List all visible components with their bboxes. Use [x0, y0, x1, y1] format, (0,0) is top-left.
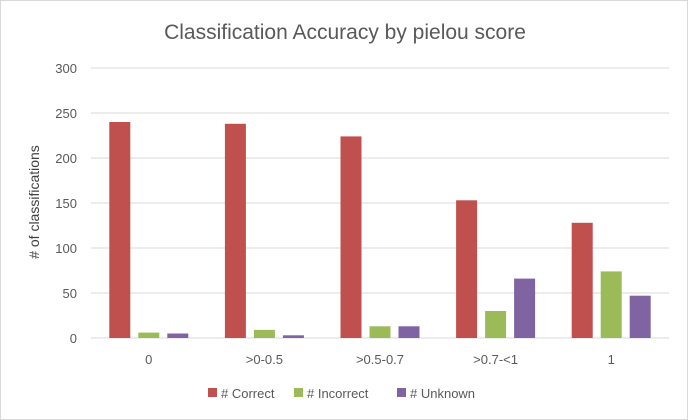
bar	[224, 123, 246, 338]
bar	[485, 311, 507, 338]
legend-swatch	[294, 388, 303, 397]
gridlines	[91, 67, 669, 339]
bar	[629, 295, 651, 338]
legend-label: # Unknown	[410, 386, 475, 401]
legend-label: # Incorrect	[307, 386, 369, 401]
y-tick-label: 300	[55, 61, 77, 76]
legend-swatch	[397, 388, 406, 397]
y-tick-label: 250	[55, 106, 77, 121]
x-tick-label: >0-0.5	[246, 352, 283, 367]
bar	[514, 278, 536, 338]
bar	[340, 136, 362, 338]
y-axis-ticks: 0 50 100 150 200 250 300	[55, 61, 77, 346]
bar	[456, 200, 478, 338]
bar	[253, 329, 275, 338]
y-tick-label: 200	[55, 151, 77, 166]
bar	[571, 222, 593, 338]
y-tick-label: 150	[55, 196, 77, 211]
y-tick-label: 50	[63, 286, 77, 301]
legend: # Correct # Incorrect # Unknown	[208, 386, 475, 401]
bars	[109, 122, 651, 338]
x-tick-label: 0	[145, 352, 152, 367]
bar	[109, 122, 131, 338]
x-tick-label: >0.5-0.7	[356, 352, 404, 367]
x-axis-ticks: 0 >0-0.5 >0.5-0.7 >0.7-<1 1	[145, 352, 615, 367]
bar	[282, 335, 304, 338]
legend-swatch	[208, 388, 217, 397]
x-tick-label: >0.7-<1	[473, 352, 518, 367]
bar	[369, 326, 391, 338]
y-axis-title: # of classifications	[26, 145, 42, 259]
bar	[138, 332, 160, 338]
y-tick-label: 100	[55, 241, 77, 256]
legend-label: # Correct	[221, 386, 275, 401]
y-tick-label: 0	[70, 331, 77, 346]
chart-title: Classification Accuracy by pielou score	[164, 21, 526, 44]
bar	[600, 271, 622, 338]
x-tick-label: 1	[608, 352, 615, 367]
bar	[167, 333, 189, 338]
bar	[398, 326, 420, 338]
